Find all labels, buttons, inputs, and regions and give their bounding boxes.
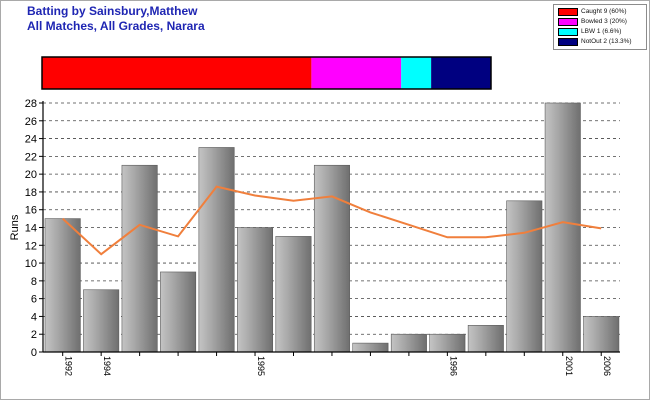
- bar: [583, 316, 620, 353]
- y-tick-label: 24: [25, 134, 37, 146]
- y-tick-label: 0: [31, 347, 37, 359]
- legend-item-caught: Caught 9 (60%): [558, 7, 627, 16]
- y-tick-label: 4: [31, 311, 37, 323]
- y-tick-label: 2: [31, 329, 37, 341]
- chart-title: Batting by Sainsbury,Matthew: [27, 4, 198, 18]
- y-tick-label: 8: [31, 276, 37, 288]
- legend-swatch-lbw: [558, 27, 578, 36]
- x-tick-label: 2006: [602, 356, 612, 376]
- legend-item-lbw: LBW 1 (6.6%): [558, 27, 621, 36]
- bar: [506, 200, 543, 353]
- bar: [313, 164, 350, 353]
- bar: [44, 218, 81, 353]
- x-tick-label: 1995: [256, 356, 266, 376]
- y-tick-label: 28: [25, 98, 37, 110]
- legend: Caught 9 (60%) Bowled 3 (20%) LBW 1 (6.6…: [553, 4, 647, 50]
- legend-label-bowled: Bowled 3 (20%): [581, 17, 627, 25]
- bar: [429, 333, 466, 353]
- bar: [83, 289, 120, 353]
- y-axis-label: Runs: [9, 214, 21, 240]
- y-tick-label: 6: [31, 294, 37, 306]
- bar: [390, 333, 427, 353]
- legend-label-notout: NotOut 2 (13.3%): [581, 37, 632, 45]
- legend-label-caught: Caught 9 (60%): [581, 7, 627, 15]
- bar: [467, 325, 504, 353]
- y-tick-label: 20: [25, 169, 37, 181]
- y-tick-label: 12: [25, 240, 37, 252]
- y-tick-label: 26: [25, 116, 37, 128]
- average-line: [62, 185, 602, 256]
- y-tick-label: 18: [25, 187, 37, 199]
- y-tick-label: 16: [25, 205, 37, 217]
- dismissal-segment-notout: [431, 57, 491, 89]
- dismissal-segment-bowled: [311, 57, 402, 89]
- x-tick-label: 1996: [448, 356, 458, 376]
- legend-item-bowled: Bowled 3 (20%): [558, 17, 627, 26]
- legend-label-lbw: LBW 1 (6.6%): [581, 27, 622, 35]
- legend-swatch-bowled: [558, 17, 578, 26]
- chart-subtitle: All Matches, All Grades, Narara: [27, 19, 205, 33]
- bar: [275, 236, 312, 353]
- dismissal-segment-caught: [42, 57, 312, 89]
- bar: [198, 147, 235, 353]
- bar: [160, 271, 197, 353]
- x-tick-label: 2001: [564, 356, 574, 376]
- dismissal-segment-lbw: [401, 57, 432, 89]
- bar: [352, 342, 389, 353]
- legend-swatch-notout: [558, 37, 578, 46]
- bar: [237, 227, 274, 353]
- legend-item-notout: NotOut 2 (13.3%): [558, 37, 632, 46]
- y-tick-label: 14: [25, 223, 37, 235]
- x-tick-label: 1994: [102, 356, 112, 376]
- bar: [121, 164, 158, 353]
- dismissal-bar-outline: [41, 56, 492, 90]
- legend-swatch-caught: [558, 7, 578, 16]
- x-tick-label: 1992: [64, 356, 74, 376]
- y-tick-label: 22: [25, 151, 37, 163]
- y-tick-label: 10: [25, 258, 37, 270]
- bar: [544, 102, 581, 353]
